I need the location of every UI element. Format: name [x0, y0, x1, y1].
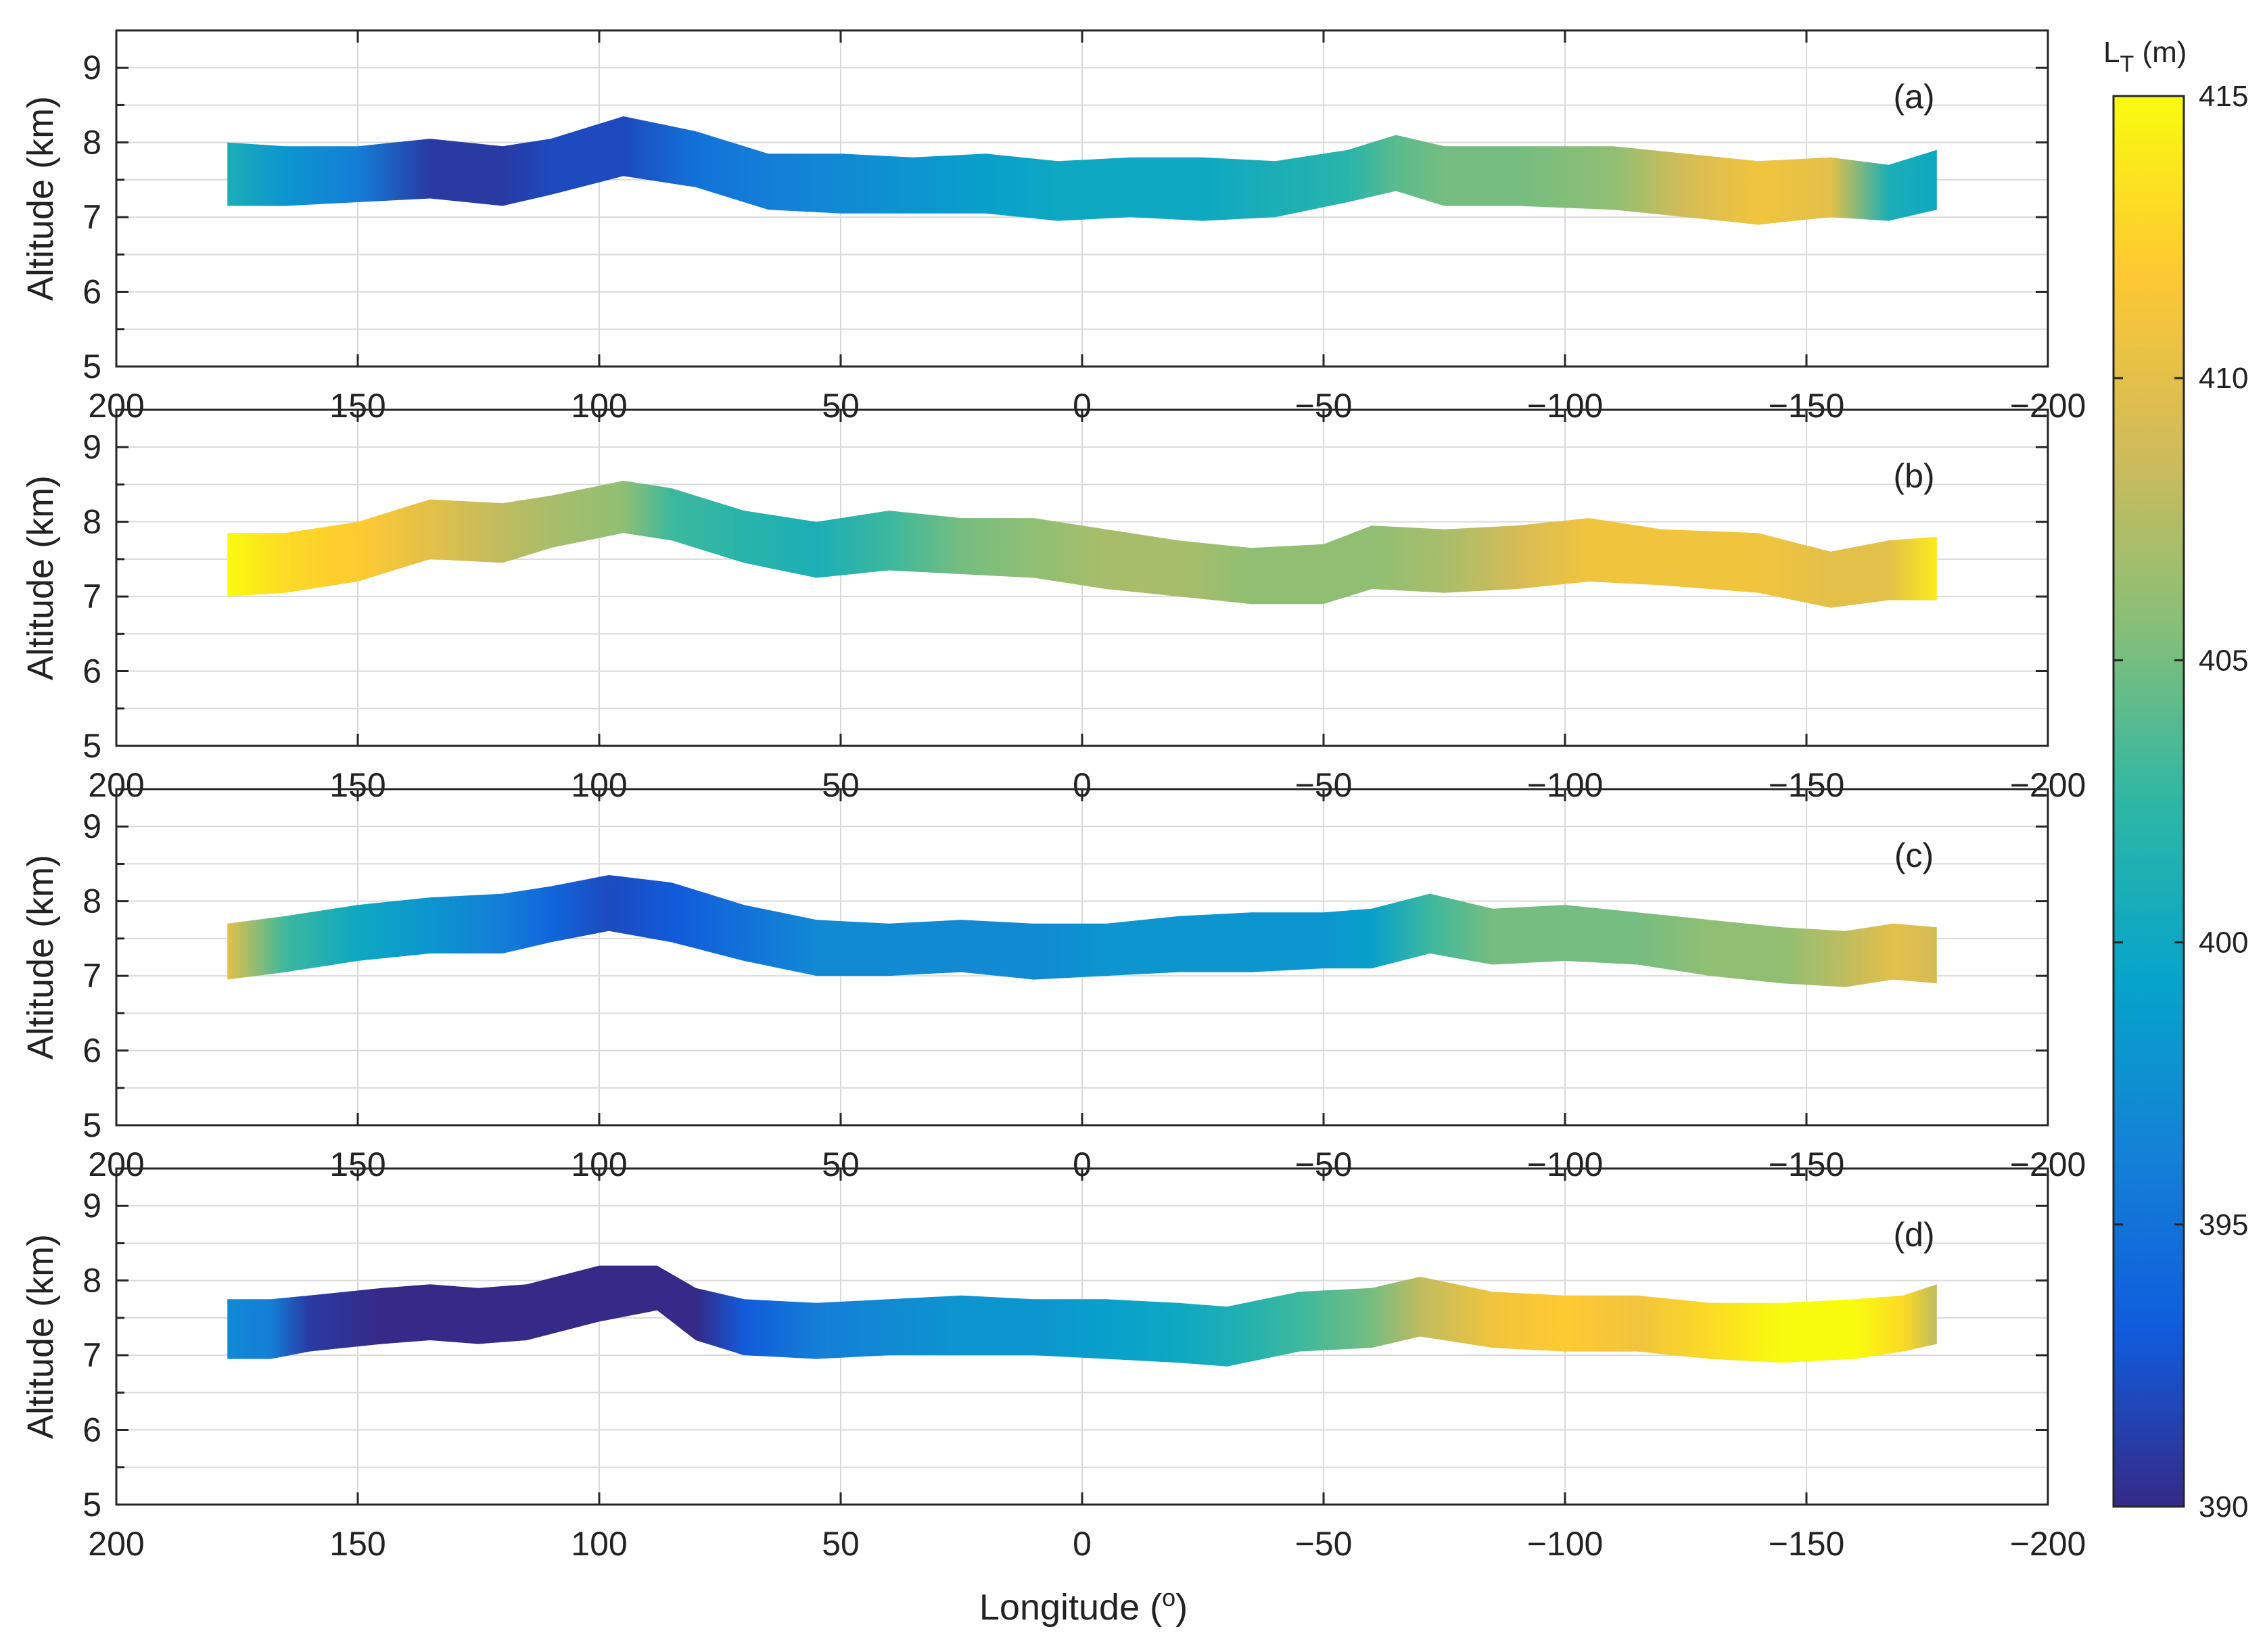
altitude-band-d [227, 1265, 1937, 1367]
y-tick-label: 9 [83, 1187, 101, 1225]
panel-label: (d) [1893, 1216, 1934, 1254]
x-tick-label: −200 [2010, 1525, 2086, 1563]
x-axis-title-prefix: Longitude ( [979, 1587, 1162, 1628]
y-tick-label: 9 [83, 807, 101, 845]
y-tick-label: 8 [83, 882, 101, 920]
y-axis-title: Altitude (km) [20, 96, 61, 301]
colorbar-gradient [2112, 95, 2185, 1508]
colorbar-title-unit: (m) [2134, 36, 2187, 69]
altitude-band-b [227, 480, 1937, 608]
y-tick-label: 5 [83, 727, 101, 765]
colorbar-title-main: L [2103, 36, 2120, 69]
x-tick-label: −100 [1527, 1525, 1604, 1563]
x-axis-title: Longitude (o) [979, 1584, 1188, 1628]
y-tick-label: 8 [83, 124, 101, 162]
panel-a: 200 150 100 50 0 −50 −100 −150 −20056789Altitude… [20, 29, 2086, 425]
colorbar-tick-label: 390 [2199, 1490, 2248, 1524]
colorbar-tick-label: 410 [2199, 362, 2248, 395]
x-axis-title-unit: o [1162, 1584, 1175, 1611]
y-tick-label: 8 [83, 503, 101, 541]
colorbar-tick-label: 400 [2199, 926, 2248, 960]
x-tick-label: 0 [1073, 1525, 1092, 1563]
panel-c: 200 150 100 50 0 −50 −100 −150 −20056789Altitude… [20, 788, 2086, 1183]
y-tick-label: 5 [83, 1106, 101, 1144]
y-axis-title: Altitude (km) [20, 1234, 61, 1439]
colorbar-ticks: 390 395 400 405 410 415 [2114, 80, 2248, 1524]
x-axis-title-suffix: ) [1175, 1587, 1188, 1628]
altitude-band-a [227, 116, 1937, 225]
x-tick-label: −50 [1295, 1525, 1353, 1563]
y-tick-label: 5 [83, 348, 101, 385]
colorbar: LT (m) 390 395 400 405 410 415 [2103, 36, 2248, 1524]
y-tick-label: 9 [83, 428, 101, 466]
colorbar-title-sub: T [2120, 51, 2134, 77]
colorbar-title: LT (m) [2103, 36, 2187, 77]
y-tick-label: 8 [83, 1262, 101, 1300]
y-tick-label: 7 [83, 198, 101, 236]
y-tick-label: 7 [83, 957, 101, 995]
x-tick-label: 50 [822, 1525, 860, 1563]
x-tick-label: 200 [88, 1525, 144, 1563]
y-tick-label: 9 [83, 49, 101, 87]
y-tick-label: 6 [83, 1411, 101, 1449]
y-axis-title: Altitude (km) [20, 855, 61, 1060]
y-axis-title: Altitude (km) [20, 475, 61, 680]
x-tick-label: 150 [329, 1525, 386, 1563]
colorbar-tick-label: 415 [2199, 80, 2248, 113]
y-tick-label: 6 [83, 1032, 101, 1070]
panels-layer: 200 150 100 50 0 −50 −100 −150 −200 5 6 7 8 9 Altitude… [20, 29, 2086, 1563]
panel-label: (a) [1893, 78, 1934, 116]
y-tick-label: 6 [83, 653, 101, 690]
colorbar-tick-label: 405 [2199, 644, 2248, 677]
altitude-band-c [227, 875, 1937, 987]
x-tick-label: −150 [1769, 1525, 1845, 1563]
y-tick-label: 5 [83, 1486, 101, 1524]
panel-label: (b) [1893, 457, 1934, 495]
panel-b: 200 150 100 50 0 −50 −100 −150 −20056789Altitude… [20, 408, 2086, 804]
panel-d: 200 150 100 50 0 −50 −100 −150 −200 5 6 7 8 9 Altitude… [20, 1167, 2086, 1563]
x-tick-label: 100 [571, 1525, 627, 1563]
colorbar-tick-label: 395 [2199, 1208, 2248, 1242]
y-tick-label: 7 [83, 1336, 101, 1374]
y-tick-label: 7 [83, 577, 101, 615]
panel-label: (c) [1894, 836, 1934, 874]
y-tick-label: 6 [83, 273, 101, 311]
